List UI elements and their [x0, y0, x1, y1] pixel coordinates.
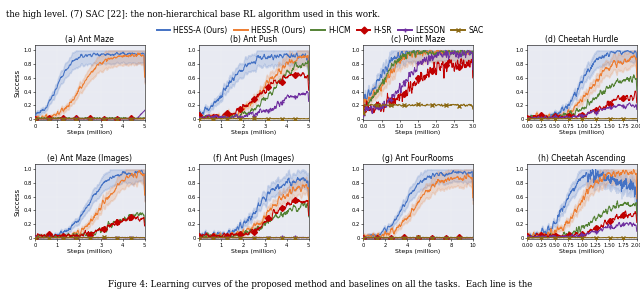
- Y-axis label: Success: Success: [15, 68, 20, 97]
- Title: (g) Ant FourRooms: (g) Ant FourRooms: [382, 154, 454, 163]
- Text: the high level. (7) SAC [22]: the non-hierarchical base RL algorithm used in thi: the high level. (7) SAC [22]: the non-hi…: [6, 10, 381, 19]
- X-axis label: Steps (million): Steps (million): [559, 130, 605, 135]
- Y-axis label: Success: Success: [15, 188, 20, 216]
- Legend: HESS-A (Ours), HESS-R (Ours), H-ICM, H-SR, LESSON, SAC: HESS-A (Ours), HESS-R (Ours), H-ICM, H-S…: [154, 23, 486, 38]
- Title: (f) Ant Push (Images): (f) Ant Push (Images): [213, 154, 294, 163]
- X-axis label: Steps (million): Steps (million): [396, 249, 441, 254]
- X-axis label: Steps (million): Steps (million): [67, 249, 113, 254]
- X-axis label: Steps (million): Steps (million): [67, 130, 113, 135]
- Title: (a) Ant Maze: (a) Ant Maze: [65, 35, 115, 44]
- X-axis label: Steps (million): Steps (million): [231, 130, 276, 135]
- Title: (e) Ant Maze (Images): (e) Ant Maze (Images): [47, 154, 132, 163]
- X-axis label: Steps (million): Steps (million): [231, 249, 276, 254]
- Title: (c) Point Maze: (c) Point Maze: [391, 35, 445, 44]
- Title: (d) Cheetah Hurdle: (d) Cheetah Hurdle: [545, 35, 619, 44]
- Title: (h) Cheetah Ascending: (h) Cheetah Ascending: [538, 154, 626, 163]
- X-axis label: Steps (million): Steps (million): [396, 130, 441, 135]
- Title: (b) Ant Push: (b) Ant Push: [230, 35, 278, 44]
- Text: Figure 4: Learning curves of the proposed method and baselines on all the tasks.: Figure 4: Learning curves of the propose…: [108, 280, 532, 289]
- X-axis label: Steps (million): Steps (million): [559, 249, 605, 254]
